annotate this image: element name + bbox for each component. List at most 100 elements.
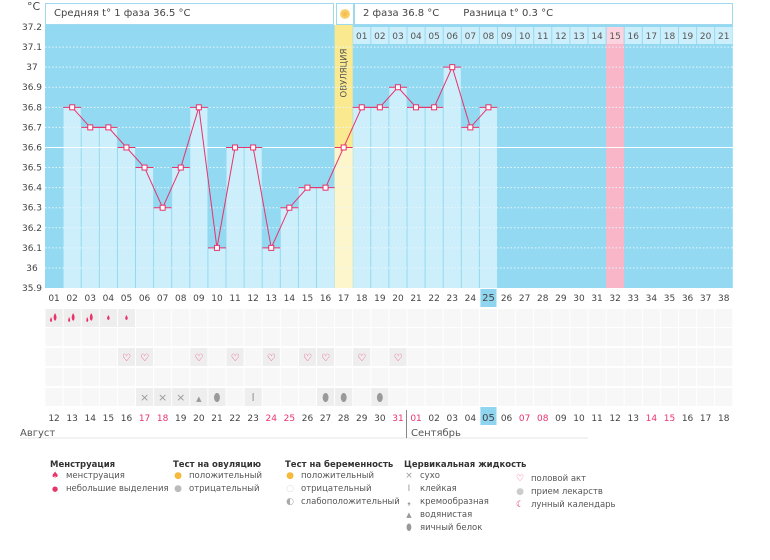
date-label: 23 <box>247 414 258 424</box>
cycle-day-label: 37 <box>700 294 711 304</box>
temperature-point <box>286 204 293 211</box>
temperature-point <box>105 124 112 131</box>
symptom-cell <box>660 309 678 327</box>
cycle-day-label: 20 <box>392 294 404 304</box>
symptom-cell <box>461 388 479 406</box>
symptom-cell <box>81 368 99 386</box>
symptom-cell <box>280 309 298 327</box>
temperature-point <box>232 144 239 151</box>
date-label: 12 <box>609 414 620 424</box>
symptom-cell <box>606 309 624 327</box>
date-label: 10 <box>573 414 585 424</box>
temperature-bar <box>244 147 262 288</box>
phase2-day-label: 15 <box>609 32 620 42</box>
ovulation-bar <box>334 147 353 288</box>
date-label: 09 <box>555 414 567 424</box>
symptom-cell <box>117 368 135 386</box>
symptom-cell <box>172 328 190 346</box>
symptom-cell <box>117 388 135 406</box>
temperature-point <box>394 84 401 91</box>
temperature-point <box>322 184 329 191</box>
temperature-point <box>177 164 184 171</box>
egg-white-icon: ⬮ <box>376 391 383 404</box>
cycle-day-label: 26 <box>501 294 513 304</box>
legend-title: Менструация <box>50 460 116 470</box>
symptom-cell <box>552 348 570 366</box>
date-label: 02 <box>428 414 439 424</box>
symptom-cell <box>715 328 733 346</box>
cycle-day-label: 05 <box>121 294 132 304</box>
symptom-cell <box>516 348 534 366</box>
legend-label: половой акт <box>531 474 587 484</box>
cycle-day-label: 03 <box>85 294 96 304</box>
phase2-day-label: 14 <box>591 32 603 42</box>
phase1-summary: Средняя t° 1 фаза 36.5 °C <box>45 3 334 25</box>
sun-positive-icon: ● <box>174 471 182 481</box>
symptom-cell <box>117 328 135 346</box>
legend-title: Тест на беременность <box>285 460 394 470</box>
temperature-point <box>449 64 456 71</box>
heart-icon: ♡ <box>231 353 240 364</box>
heart-icon: ♡ <box>321 353 330 364</box>
symptom-cell <box>136 368 154 386</box>
phase2-day-label: 18 <box>664 32 676 42</box>
symptom-cell <box>642 348 660 366</box>
expected-period-column <box>606 44 625 288</box>
date-label: 29 <box>356 414 368 424</box>
cycle-day-label: 14 <box>284 294 296 304</box>
symptom-cell <box>353 388 371 406</box>
symptom-cell-filled <box>136 388 154 406</box>
phase2-day-cell <box>697 27 715 44</box>
cycle-day-label: 23 <box>447 294 458 304</box>
symptom-cell <box>624 388 642 406</box>
legend-label: прием лекарств <box>531 487 603 497</box>
heart-icon: ♡ <box>393 353 402 364</box>
y-tick-label: 37 <box>26 63 37 73</box>
phase2-day-cell <box>407 27 425 44</box>
symptom-cell <box>172 348 190 366</box>
date-label: 14 <box>646 414 658 424</box>
symptom-cell-filled <box>208 388 226 406</box>
date-label: 25 <box>284 414 295 424</box>
symptom-cell <box>244 348 262 366</box>
cycle-day-label: 27 <box>519 294 530 304</box>
phase2-day-cell <box>389 27 407 44</box>
symptom-cell <box>407 368 425 386</box>
temp-difference: Разница t° 0.3 °C <box>463 8 554 19</box>
temperature-bar <box>443 67 461 288</box>
symptom-cell <box>154 328 172 346</box>
symptom-cell <box>154 348 172 366</box>
symptom-cell <box>99 348 117 366</box>
symptom-cell-filled <box>389 348 407 366</box>
cycle-day-label: 09 <box>193 294 205 304</box>
cycle-day-label: 15 <box>302 294 313 304</box>
symptom-cell-filled <box>244 388 262 406</box>
symptom-cell <box>479 309 497 327</box>
legend-label: клейкая <box>420 484 457 494</box>
legend-pregnancy-test: Тест на беременность ● положительный ○ отр… <box>285 460 400 509</box>
symptom-cell <box>136 328 154 346</box>
phase2-day-cell <box>570 27 588 44</box>
temperature-point <box>213 244 220 251</box>
creamy-icon: ❟ <box>407 497 411 507</box>
legend-label: яичный белок <box>420 523 483 533</box>
cycle-day-label: 33 <box>628 294 639 304</box>
temperature-point <box>69 104 76 111</box>
symptom-cell <box>642 328 660 346</box>
cycle-day-label: 08 <box>175 294 187 304</box>
phase2-day-label: 12 <box>555 32 566 42</box>
legend-label: положительный <box>301 471 374 481</box>
symptom-cell <box>679 348 697 366</box>
y-tick-label: 36.1 <box>22 244 42 254</box>
symptom-cell <box>172 309 190 327</box>
phase2-day-cell <box>624 27 642 44</box>
cycle-day-label: 04 <box>103 294 115 304</box>
symptom-cell <box>226 368 244 386</box>
symptom-cell <box>697 348 715 366</box>
ovulation-label: ОВУЛЯЦИЯ <box>340 48 350 97</box>
symptom-cell <box>389 368 407 386</box>
date-label: 28 <box>338 414 350 424</box>
cycle-day-label: 35 <box>664 294 675 304</box>
symptom-cell <box>498 328 516 346</box>
symptom-cell <box>389 309 407 327</box>
